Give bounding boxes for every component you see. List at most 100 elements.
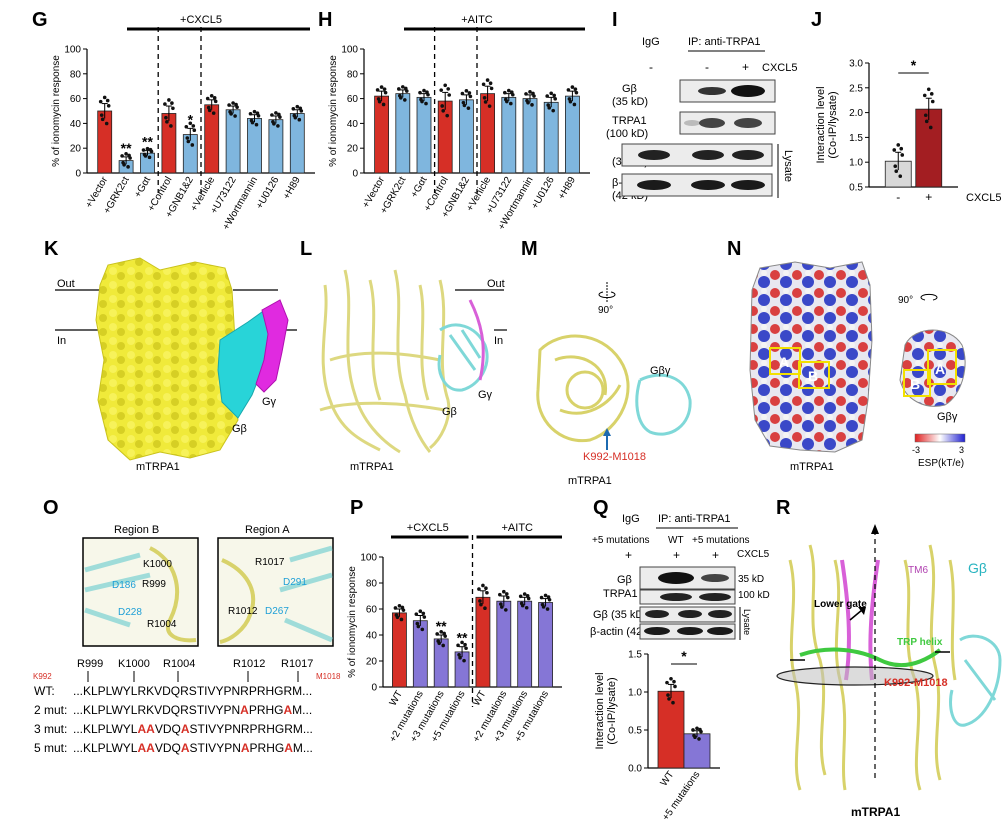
panel-label-l: L <box>300 238 312 260</box>
chart-p-data-point <box>483 606 487 611</box>
chart-h-data-point <box>398 93 402 98</box>
chart-h-data-point <box>489 86 494 91</box>
q-row3-name: Gβ (35 kD) <box>593 609 647 621</box>
chart-h-data-point <box>488 81 493 86</box>
chart-p-group-title: +AITC <box>502 522 534 534</box>
o-end-label: M1018 <box>316 672 341 681</box>
chart-q-ylabel-line2: (Co-IP/lysate) <box>606 677 618 744</box>
blot-i-row3-band3 <box>732 150 764 160</box>
chart-j-category-label: - <box>896 190 900 204</box>
q-lysate-label: Lysate <box>742 609 752 635</box>
o-b-r999: R999 <box>142 579 166 590</box>
panel-o-regions: Region B K1000 R999 D186 D228 R1004 Regi… <box>33 524 341 755</box>
r-lower-gate-label: Lower gate <box>814 599 867 610</box>
n-gbg-a-label: A <box>935 361 945 377</box>
q-ip-label: IP: anti-TRPA1 <box>658 513 731 525</box>
o-region-a-cyan-strands <box>279 545 333 643</box>
n-rotation-icon <box>920 293 938 301</box>
o-seq-residue-run: PRHG <box>250 741 285 755</box>
chart-p-data-point <box>457 653 461 657</box>
chart-p-data-point <box>478 599 482 603</box>
o-seq-residue-run: ...KLPLWYL <box>73 722 138 736</box>
o-region-b-frame <box>82 537 199 647</box>
chart-p-data-point <box>499 602 503 606</box>
chart-j-ytick-label: 2.0 <box>849 108 863 119</box>
o-seq-residue-run: M... <box>292 703 312 717</box>
r-trp-helix-label: TRP helix <box>897 637 943 648</box>
q-row3-band2 <box>678 610 702 618</box>
chart-h-data-point <box>545 94 549 98</box>
chart-p-data-point <box>543 593 548 598</box>
o-region-a-yellow-helix <box>219 558 256 644</box>
chart-h-data-point <box>376 97 381 101</box>
o-seq-mutated-residue: AA <box>137 741 155 755</box>
m-site-arrowhead <box>603 428 611 436</box>
chart-h-data-point <box>467 91 472 95</box>
chart-q-data-point <box>667 697 671 701</box>
chart-j-data-point <box>892 148 897 152</box>
chart-h-data-point <box>446 87 451 91</box>
chart-p-bar <box>538 602 553 688</box>
chart-h-ytick-label: 100 <box>341 45 358 56</box>
chart-q-ytick-label: 1.5 <box>628 650 642 661</box>
chart-g-data-point <box>295 104 300 109</box>
chart-h-data-point <box>403 98 407 102</box>
blot-i-cxcl5: CXCL5 <box>762 62 797 74</box>
o-seq-residue-run: VDQ <box>155 722 181 736</box>
chart-g-data-point <box>249 118 254 123</box>
chart-p-data-point <box>435 632 439 636</box>
n-mtrpa1-label: mTRPA1 <box>790 461 834 473</box>
n-esp-colorbar <box>914 433 966 443</box>
o-seq-mutated-residue: AA <box>137 722 155 736</box>
o-b-d228: D228 <box>118 607 142 618</box>
panel-l-cartoon-model: Out In Gβ Gγ mTRPA1 <box>319 269 507 473</box>
chart-h-data-point <box>574 90 579 95</box>
o-res-k1000: K1000 <box>118 658 150 670</box>
chart-p-data-point <box>399 617 404 622</box>
panel-q-western-blot: IgG IP: anti-TRPA1 +5 mutations WT +5 mu… <box>590 513 770 640</box>
chart-g-ytick-label: 80 <box>70 69 82 80</box>
q-row2-kd: 100 kD <box>738 590 770 601</box>
chart-j-ytick-label: 2.5 <box>849 83 863 94</box>
chart-q-ylabel-line1: Interaction level <box>594 672 606 749</box>
chart-h-bar <box>437 100 453 174</box>
chart-g-data-point <box>209 93 214 98</box>
chart-h-data-point <box>487 104 492 108</box>
q-wt-label: WT <box>668 535 684 546</box>
chart-g-data-point <box>270 113 274 117</box>
chart-h-data-point <box>377 99 382 104</box>
panel-n-electrostatic-surface: A B 90° A B Gβγ -3 3 ESP(kT/e) mTRPA1 <box>749 261 966 473</box>
q-cxcl5: CXCL5 <box>737 549 770 560</box>
chart-g-data-point <box>255 111 260 116</box>
chart-j-data-point <box>898 174 903 179</box>
chart-q-data-point <box>697 737 701 741</box>
chart-p-data-point <box>547 597 552 602</box>
chart-q-category-label: WT <box>659 769 677 788</box>
q-row3-band1 <box>645 610 669 618</box>
chart-h-data-point <box>460 91 465 96</box>
blot-i-row2-name: TRPA1 <box>612 115 647 127</box>
chart-g-data-point <box>205 96 210 101</box>
chart-j-data-point <box>899 146 904 151</box>
chart-g-data-point <box>145 146 150 151</box>
chart-p-data-point <box>484 586 488 590</box>
q-lane3-plus: + <box>712 548 719 562</box>
chart-h-data-point <box>443 83 448 88</box>
chart-g-data-point <box>212 96 217 100</box>
chart-q-bar <box>657 690 685 769</box>
blot-i-row2-band1 <box>684 120 700 126</box>
chart-p-data-point <box>443 634 447 638</box>
chart-h-data-point <box>552 93 556 98</box>
chart-j-ytick-label: 3.0 <box>849 59 863 70</box>
chart-p-bar <box>496 600 512 688</box>
chart-j-data-point <box>924 119 929 124</box>
chart-q-data-point <box>671 700 675 705</box>
chart-p-ytick-label: 0 <box>371 683 377 694</box>
panel-label-j: J <box>811 9 822 31</box>
r-mtrpa1-label: mTRPA1 <box>851 805 900 819</box>
l-gbeta-cartoon <box>437 323 489 392</box>
chart-h-data-point <box>482 96 487 100</box>
chart-h-data-point <box>567 97 572 101</box>
r-gate-arrow <box>849 609 863 621</box>
chart-g-data-point <box>105 98 110 103</box>
